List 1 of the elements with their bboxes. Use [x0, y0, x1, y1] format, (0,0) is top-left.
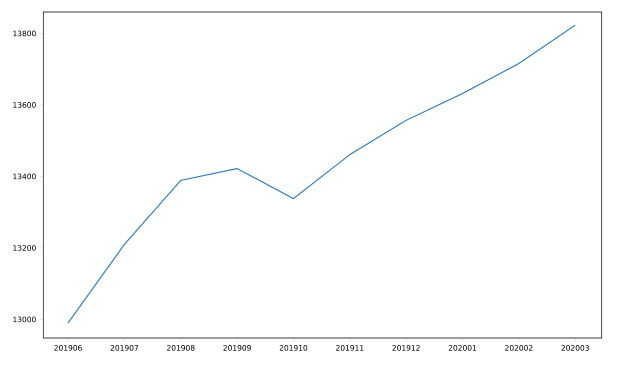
line-series	[68, 24, 576, 324]
